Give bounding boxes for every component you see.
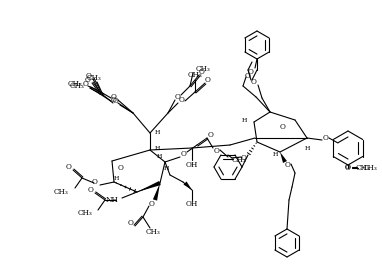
Text: O: O xyxy=(128,219,134,227)
Text: O: O xyxy=(179,96,185,104)
Text: O: O xyxy=(199,68,205,76)
Text: CH₃: CH₃ xyxy=(69,82,84,90)
Text: H: H xyxy=(155,130,160,136)
Text: O: O xyxy=(205,76,211,84)
Text: O: O xyxy=(66,163,72,171)
Text: O: O xyxy=(251,78,257,86)
Text: CH₃: CH₃ xyxy=(87,74,102,82)
Text: CH₃: CH₃ xyxy=(67,80,82,88)
Text: O: O xyxy=(149,200,155,208)
Text: CH₃: CH₃ xyxy=(363,164,378,172)
Text: H: H xyxy=(242,117,247,123)
Text: O: O xyxy=(248,68,254,76)
Text: O: O xyxy=(111,96,117,104)
Text: O: O xyxy=(241,154,247,162)
Text: CH₃: CH₃ xyxy=(146,228,160,236)
Text: O: O xyxy=(285,161,291,169)
Polygon shape xyxy=(153,183,160,201)
Text: H: H xyxy=(155,146,160,150)
Text: O: O xyxy=(245,72,251,80)
Text: O: O xyxy=(323,134,329,142)
Text: O: O xyxy=(118,164,124,172)
Text: OH: OH xyxy=(186,200,198,208)
Text: H: H xyxy=(164,166,169,170)
Text: H: H xyxy=(304,146,310,150)
Text: H: H xyxy=(113,176,119,181)
Polygon shape xyxy=(137,181,161,192)
Text: CH₃: CH₃ xyxy=(356,164,371,172)
Text: OH: OH xyxy=(186,161,198,169)
Text: O: O xyxy=(214,147,220,155)
Text: CH₃: CH₃ xyxy=(196,65,211,73)
Text: O: O xyxy=(91,178,97,186)
Text: H: H xyxy=(157,154,162,160)
Text: O: O xyxy=(86,72,92,80)
Polygon shape xyxy=(183,181,192,190)
Text: NH: NH xyxy=(105,196,118,204)
Text: O: O xyxy=(345,163,351,171)
Text: O: O xyxy=(88,186,94,194)
Text: O: O xyxy=(181,150,187,158)
Text: O: O xyxy=(111,93,117,101)
Text: O: O xyxy=(208,131,214,139)
Text: O: O xyxy=(345,164,351,172)
Text: O: O xyxy=(85,76,91,84)
Text: CH₃: CH₃ xyxy=(188,71,202,79)
Polygon shape xyxy=(280,152,287,163)
Text: O: O xyxy=(175,93,181,101)
Text: H: H xyxy=(272,153,278,157)
Text: CH₃: CH₃ xyxy=(78,209,93,217)
Text: O: O xyxy=(113,97,119,105)
Text: O: O xyxy=(83,80,89,88)
Text: CH₃: CH₃ xyxy=(232,156,247,164)
Text: CH₃: CH₃ xyxy=(53,188,68,196)
Text: O: O xyxy=(280,123,286,131)
